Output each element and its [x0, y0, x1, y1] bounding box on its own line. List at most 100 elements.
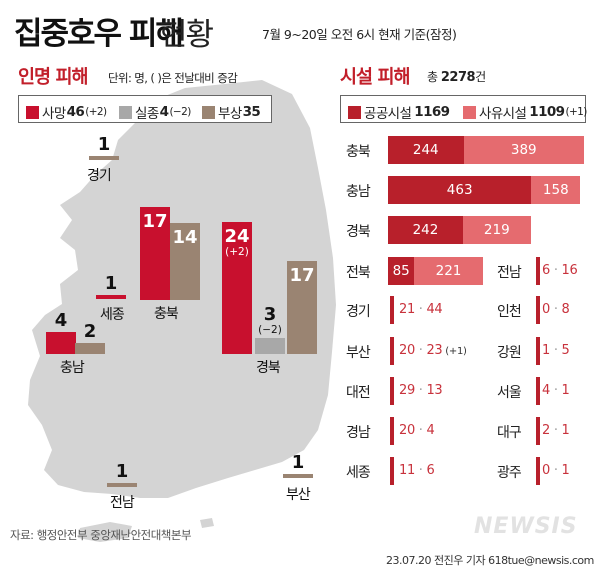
- facility-mini-bar: [536, 337, 540, 365]
- map-bar-value: 1: [91, 273, 131, 294]
- map-bar-value: 2: [70, 321, 110, 342]
- facility-public-value: 20: [399, 423, 415, 438]
- facility-private-value: 6: [426, 463, 435, 478]
- map-bar-number: 17: [289, 264, 315, 286]
- value-separator: ·: [414, 423, 427, 438]
- map-bar: [287, 260, 317, 354]
- facility-mini-bar: [536, 377, 540, 405]
- map-region-label: 부산: [286, 487, 311, 503]
- map-island: [200, 518, 214, 528]
- legend-value-missing: 4: [159, 104, 169, 120]
- map-bar-number: 1: [97, 134, 111, 155]
- facility-public-value: 4: [542, 383, 550, 398]
- map-bar: [283, 474, 313, 478]
- facility-private-value: 5: [561, 343, 570, 358]
- map-region-label: 충북: [154, 306, 179, 322]
- map-bar-number: 3: [263, 303, 277, 325]
- legend-item-private: 사유시설 1109 (+1): [463, 102, 587, 122]
- legend-label-death: 사망: [42, 106, 66, 122]
- facility-private-value: 1: [561, 383, 570, 398]
- map-region-label: 전남: [110, 495, 135, 511]
- date-note: 7월 9~20일 오전 6시 현재 기준(잠정): [262, 27, 457, 42]
- map-bar-number: 1: [115, 461, 129, 482]
- legend-item-death: 사망 46 (+2): [26, 102, 107, 122]
- casualty-unit-note: 단위: 명, ( )은 전날대비 증감: [108, 71, 238, 85]
- facility-row-label: 인천: [497, 304, 522, 320]
- facility-row-label: 경북: [346, 224, 371, 240]
- facility-value-pair: 20 · 4: [399, 423, 435, 438]
- legend-label-injured: 부상: [218, 106, 242, 122]
- map-bar: [170, 223, 200, 300]
- facility-row-label: 서울: [497, 385, 522, 401]
- map-bar-number: 17: [142, 210, 168, 232]
- facility-title: 시설 피해: [340, 67, 411, 88]
- map-bar-value: 17: [282, 265, 322, 286]
- facility-row-label: 전남: [497, 265, 522, 281]
- facility-public-value: 29: [399, 383, 415, 398]
- facility-mini-bar: [390, 457, 394, 485]
- facility-value-pair: 4 · 1: [542, 383, 570, 398]
- map-bar-value: 1: [102, 461, 142, 482]
- facility-public-value: 1: [542, 343, 550, 358]
- map-bar: [255, 337, 285, 354]
- facility-bar-private: 219: [462, 216, 531, 244]
- map-bar-number: 14: [172, 227, 198, 248]
- facility-private-value: 23: [426, 343, 443, 358]
- facility-mini-bar: [390, 377, 394, 405]
- facility-row-label: 충남: [346, 184, 371, 200]
- map-bar: [89, 156, 119, 160]
- facility-private-value: 13: [426, 383, 443, 398]
- legend-change-missing: (−2): [169, 106, 191, 118]
- facility-change: (+1): [442, 346, 467, 357]
- facility-public-value: 21: [399, 302, 415, 317]
- map-region-label: 세종: [100, 307, 125, 323]
- newsis-logo: NEWSIS: [474, 514, 578, 539]
- map-bar: [75, 343, 105, 354]
- facility-total-label: 총: [427, 70, 438, 84]
- facility-private-value: 16: [561, 263, 578, 278]
- facility-mini-bar: [390, 417, 394, 445]
- map-bar-value: 24 (+2): [217, 226, 257, 258]
- facility-row-label: 경남: [346, 425, 371, 441]
- facility-public-value: 2: [542, 423, 550, 438]
- legend-item-missing: 실종 4 (−2): [119, 102, 191, 122]
- facility-row-label: 전북: [346, 265, 371, 281]
- value-separator: ·: [549, 302, 562, 317]
- map-bar-number: 4: [54, 310, 68, 331]
- facility-private-value: 44: [426, 302, 443, 317]
- legend-swatch-death: [26, 105, 39, 119]
- facility-row-label: 강원: [497, 345, 522, 361]
- facility-bar-public: 244: [388, 136, 464, 164]
- legend-label-public: 공공시설: [364, 106, 412, 122]
- legend-item-public: 공공시설 1169: [348, 102, 450, 122]
- facility-mini-bar: [536, 457, 540, 485]
- map-bar-number: 2: [83, 321, 97, 342]
- legend-value-death: 46: [66, 104, 85, 120]
- map-bar: [46, 332, 76, 354]
- legend-label-private: 사유시설: [479, 106, 527, 122]
- facility-row-label: 광주: [497, 465, 522, 481]
- map-bar: [107, 483, 137, 487]
- facility-bar-private: 389: [463, 136, 584, 164]
- value-separator: ·: [414, 463, 427, 478]
- legend-swatch-public: [348, 105, 361, 119]
- value-separator: ·: [549, 343, 562, 358]
- value-separator: ·: [414, 343, 427, 358]
- map-region-label: 충남: [60, 360, 85, 376]
- facility-bar-public: 463: [388, 176, 532, 204]
- legend-value-private: 1109: [529, 104, 565, 120]
- facility-value-pair: 11 · 6: [399, 463, 435, 478]
- legend-swatch-injured: [202, 105, 215, 119]
- map-bar-number: 24: [224, 226, 250, 247]
- facility-public-value: 11: [399, 463, 415, 478]
- facility-public-value: 0: [542, 302, 550, 317]
- facility-mini-bar: [536, 296, 540, 324]
- facility-row-label: 충북: [346, 144, 371, 160]
- facility-private-value: 4: [426, 423, 435, 438]
- facility-value-pair: 0 · 8: [542, 302, 570, 317]
- legend-swatch-private: [463, 105, 476, 119]
- facility-legend: 공공시설 1169 사유시설 1109 (+1): [340, 95, 587, 123]
- map-bar-value: 3 (−2): [250, 304, 290, 336]
